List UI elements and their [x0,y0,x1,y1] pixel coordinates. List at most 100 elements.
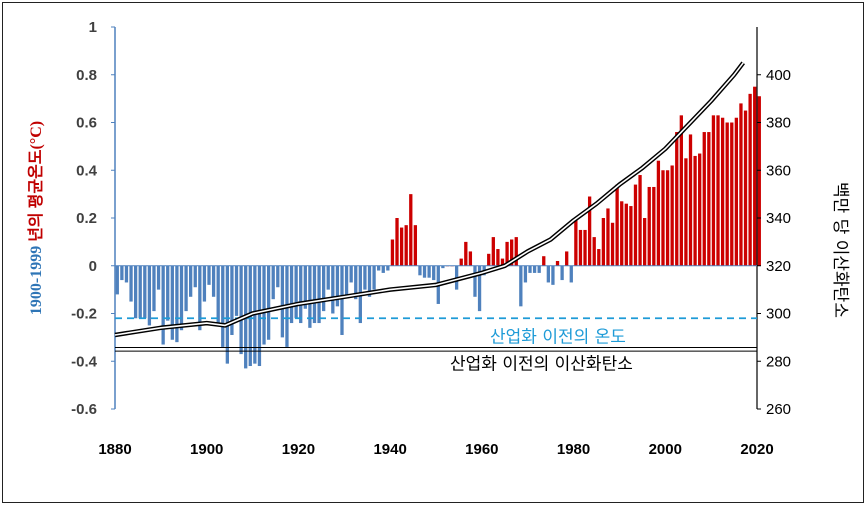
temperature-bar [583,229,587,266]
temperature-bar [230,265,234,335]
temperature-bar [546,265,550,283]
temperature-bar [606,208,610,266]
temperature-bar [578,229,583,266]
x-tick-label: 1980 [557,441,590,458]
temperature-bar [257,265,262,367]
temperature-bar [468,251,473,266]
temperature-bar [601,218,606,266]
temperature-bar [202,265,207,302]
axes: -0.6 -0.4 -0.2 0 0.2 0.4 0.6 0.8 1 260 280 300 320 34… [71,19,791,458]
temperature-bar [665,170,670,266]
right-tick-label: 340 [766,210,791,227]
right-axis-label: 백만 당 이산화탄소 [830,182,850,318]
temperature-bar [198,265,202,331]
temperature-bar [221,265,225,347]
temperature-bar [317,265,321,324]
temperature-bar [551,265,555,285]
temperature-bar [592,237,596,266]
temperature-bar [354,265,358,300]
left-tick-label: 1 [89,19,97,36]
temperature-bar [500,258,505,266]
temperature-bar [427,265,431,278]
left-tick-label: 0 [89,258,97,275]
temperature-bar [730,122,734,266]
temperature-bar [129,265,133,302]
temperature-bar [519,265,523,307]
x-tick-label: 1960 [465,441,498,458]
temperature-bar [643,218,647,266]
left-tick-label: 0.2 [76,210,97,227]
temperature-bar [239,265,243,355]
temperature-bar [473,265,477,297]
temperature-bar [367,265,372,297]
temperature-bar [280,265,285,338]
temperature-bar [693,155,697,266]
temperature-bar [422,265,427,278]
temperature-bar [377,265,381,271]
temperature-bar [147,265,152,326]
temperature-bar [725,122,729,266]
temperature-bar [115,265,119,295]
temperature-bar [753,86,757,266]
temperature-bar [574,218,578,266]
x-tick-label: 1900 [190,441,223,458]
temperature-bar [587,196,592,266]
temperature-bar [748,93,752,266]
temperature-bar [156,265,161,290]
temperature-bar [615,184,619,266]
temperature-bar [716,115,720,266]
temperature-bar [276,265,280,288]
co2-line-inner [114,62,744,336]
temperature-bar [308,265,312,328]
temperature-bar [698,153,702,266]
temperature-bar [477,265,482,312]
temperature-bar [510,239,514,266]
left-tick-label: 0.4 [76,162,98,179]
temperature-bar [523,265,528,283]
temperature-bar [432,265,436,281]
temperature-bar [532,265,537,273]
temperature-bar [739,103,743,266]
left-tick-label: 0.6 [76,115,97,132]
temperature-bar [647,186,651,266]
temperature-bar [335,265,340,307]
left-axis-label: 1900-1999 년의 평균온도(°C) [26,121,45,315]
temperature-bar [340,265,344,335]
temperature-bar [266,265,271,340]
temperature-bar [418,265,422,276]
temperature-bar [638,175,642,266]
temperature-bar [120,265,124,281]
temperature-bar [143,265,147,319]
left-axis-label-main: 년의 평균온도(°C) [26,121,45,246]
temperature-bar [629,206,633,266]
temperature-bar [464,241,468,266]
right-tick-label: 280 [766,353,791,370]
temperature-bar [193,265,197,288]
temperature-bar [344,265,349,297]
temperature-bar [399,227,404,266]
temperature-bar [363,265,367,290]
temperature-bar [312,265,317,324]
temperature-bar [514,237,518,266]
axis-labels: 1900-1999 년의 평균온도(°C) 백만 당 이산화탄소 [26,121,850,318]
temperature-bar [496,249,500,266]
temperature-bar [505,241,509,266]
temperature-bar [487,253,491,266]
temperature-bar [386,265,390,271]
temperature-bar [688,134,693,266]
temperature-bar [216,265,220,324]
temperature-bar [624,203,628,266]
temperature-bar [170,265,174,340]
temperature-bar [711,115,716,266]
temperature-bar [656,160,661,266]
temperature-bar [184,265,188,312]
temperature-bar [299,265,303,324]
temp-reference-label: 산업화 이전의 온도 [490,327,626,347]
temperature-bar [743,110,748,266]
temperature-bar [189,265,193,297]
temperature-bar [303,265,307,309]
temperature-bar [152,265,156,312]
